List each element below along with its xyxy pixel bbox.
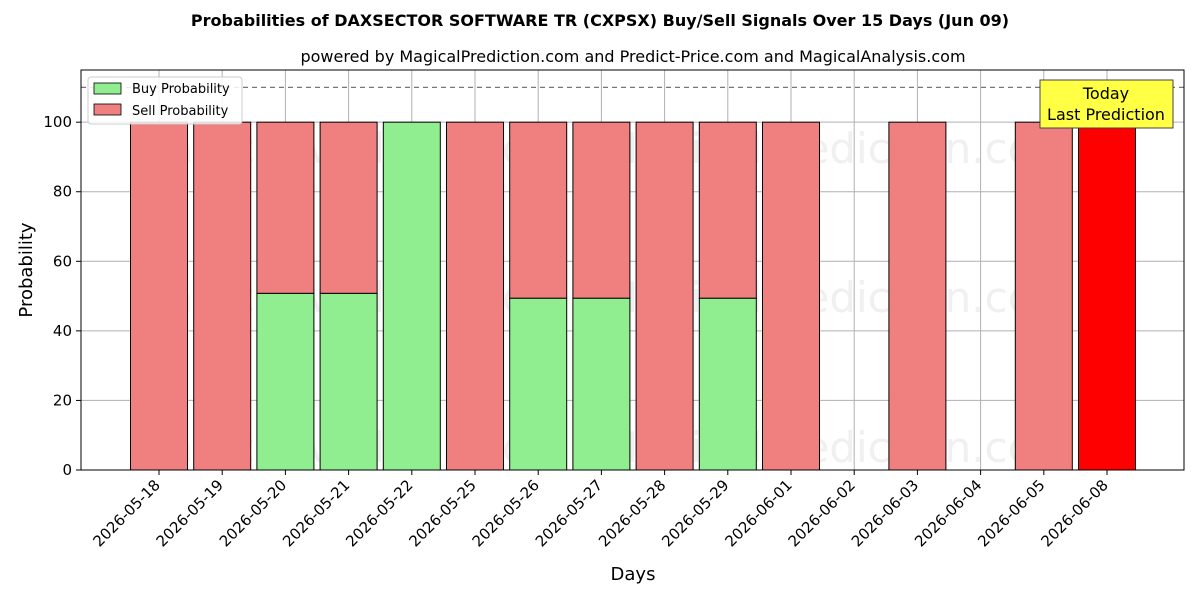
y-tick-label-4: 80 [53,183,72,201]
x-tick-label-9: 2026-05-29 [658,476,732,550]
bar-sell-2026-05-27 [572,121,631,299]
x-tick-label-5: 2026-05-25 [405,476,479,550]
x-tick-label-15: 2026-06-08 [1037,476,1111,550]
bar-buy-2026-05-21 [319,292,378,471]
y-tick-label-5: 100 [43,113,72,131]
legend-swatch-buy [93,82,122,95]
x-tick-label-0: 2026-05-18 [89,476,163,550]
bar-sell-2026-05-28 [635,121,694,471]
bar-buy-2026-05-29 [698,297,757,471]
legend-swatch-sell [93,103,122,116]
y-tick-label-1: 20 [53,391,72,409]
bar-buy-2026-05-26 [509,297,568,471]
chart-title: Probabilities of DAXSECTOR SOFTWARE TR (… [191,11,1009,30]
y-tick-label-3: 60 [53,252,72,270]
x-tick-label-14: 2026-06-05 [974,476,1048,550]
legend-label-buy: Buy Probability [132,82,230,97]
legend-label-sell: Sell Probability [132,104,229,119]
bar-sell-2026-06-03 [888,121,947,471]
x-tick-label-3: 2026-05-21 [279,476,353,550]
chart-subtitle: powered by MagicalPrediction.com and Pre… [300,47,965,66]
bar-sell-2026-06-08 [1078,121,1136,471]
y-tick-label-2: 40 [53,322,72,340]
x-tick-label-10: 2026-06-01 [721,476,795,550]
x-tick-label-4: 2026-05-22 [342,476,416,550]
today-annotation-line-2: Last Prediction [1047,105,1165,124]
x-tick-label-6: 2026-05-26 [469,476,543,550]
bar-sell-2026-06-01 [762,121,820,471]
plot-frame [80,69,1185,471]
x-tick-label-7: 2026-05-27 [532,476,606,550]
bar-sell-2026-05-21 [319,121,378,294]
x-tick-label-11: 2026-06-02 [785,476,859,550]
x-tick-label-13: 2026-06-04 [911,476,985,550]
today-annotation: Today Last Prediction [1039,79,1174,129]
x-tick-label-1: 2026-05-19 [153,476,227,550]
y-tick-label-0: 0 [62,461,72,479]
today-annotation-line-1: Today [1082,84,1129,103]
bar-sell-2026-05-19 [193,121,252,471]
bar-sell-2026-05-29 [698,121,757,299]
x-tick-label-12: 2026-06-03 [848,476,922,550]
bar-buy-2026-05-22 [382,121,441,471]
bar-sell-2026-06-05 [1014,121,1073,471]
bar-buy-2026-05-20 [256,292,315,471]
legend: Buy Probability Sell Probability [87,76,243,125]
bars-layer [130,121,1136,471]
legend-box [87,76,243,125]
bar-buy-2026-05-27 [572,297,631,471]
bar-sell-2026-05-18 [130,121,188,471]
x-tick-label-8: 2026-05-28 [595,476,669,550]
x-tick-label-2: 2026-05-20 [216,476,290,550]
y-axis-label: Probability [16,222,37,317]
bar-sell-2026-05-25 [446,121,504,471]
x-axis-label: Days [611,564,656,585]
today-annotation-box [1039,79,1174,129]
bar-sell-2026-05-26 [509,121,568,299]
bar-sell-2026-05-20 [256,121,315,294]
